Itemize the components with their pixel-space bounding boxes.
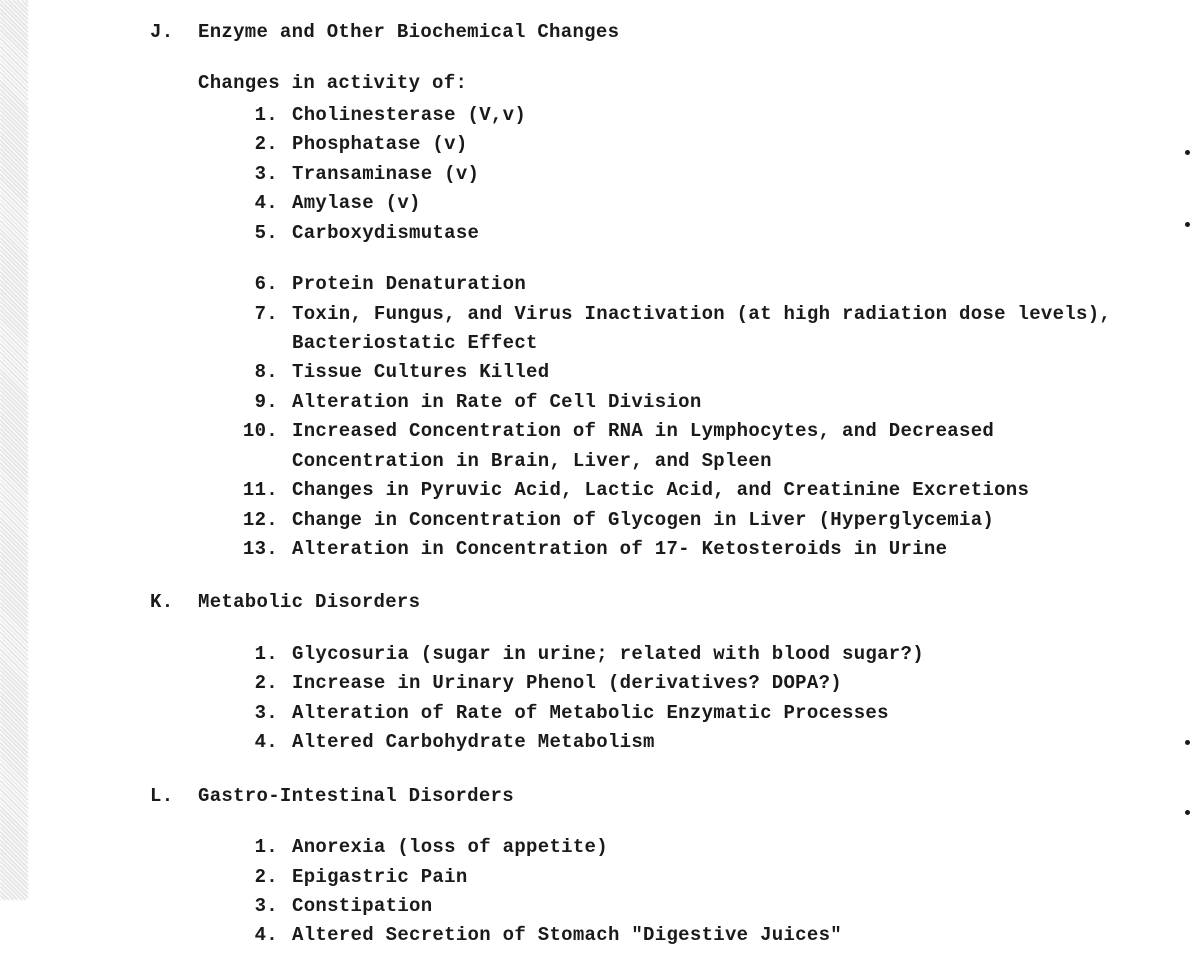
- item-number: 9.: [226, 388, 292, 417]
- list-item: 11.Changes in Pyruvic Acid, Lactic Acid,…: [226, 476, 1170, 505]
- item-number: 8.: [226, 358, 292, 387]
- section-intro: Changes in activity of:: [198, 69, 1170, 98]
- item-number: 12.: [226, 506, 292, 535]
- item-text: Increase in Urinary Phenol (derivatives?…: [292, 669, 1170, 698]
- item-text: Amylase (v): [292, 189, 1170, 218]
- item-text: Change in Concentration of Glycogen in L…: [292, 506, 1170, 535]
- list-item: 1.Cholinesterase (V,v): [226, 101, 1170, 130]
- list-item: 4.Amylase (v): [226, 189, 1170, 218]
- section-k: K. Metabolic Disorders 1.Glycosuria (sug…: [150, 588, 1170, 757]
- list-j-b: 6.Protein Denaturation 7.Toxin, Fungus, …: [226, 270, 1170, 564]
- section-letter: K.: [150, 588, 198, 617]
- list-item: 6.Protein Denaturation: [226, 270, 1170, 299]
- list-item: 1.Anorexia (loss of appetite): [226, 833, 1170, 862]
- item-text: Phosphatase (v): [292, 130, 1170, 159]
- item-number: 3.: [226, 892, 292, 921]
- item-number: 6.: [226, 270, 292, 299]
- item-text: Altered Carbohydrate Metabolism: [292, 728, 1170, 757]
- list-item: 5.Carboxydismutase: [226, 219, 1170, 248]
- list-item: 3.Alteration of Rate of Metabolic Enzyma…: [226, 699, 1170, 728]
- section-title: Gastro-Intestinal Disorders: [198, 782, 514, 811]
- scan-artifact-dot: [1185, 150, 1190, 155]
- item-text: Changes in Pyruvic Acid, Lactic Acid, an…: [292, 476, 1170, 505]
- item-number: 2.: [226, 863, 292, 892]
- list-k: 1.Glycosuria (sugar in urine; related wi…: [226, 640, 1170, 758]
- item-number: 1.: [226, 833, 292, 862]
- item-text: Glycosuria (sugar in urine; related with…: [292, 640, 1170, 669]
- list-item: 3.Transaminase (v): [226, 160, 1170, 189]
- scan-artifact-dot: [1185, 740, 1190, 745]
- item-number: 3.: [226, 160, 292, 189]
- item-text: Tissue Cultures Killed: [292, 358, 1170, 387]
- item-number: 2.: [226, 130, 292, 159]
- scan-artifact-dot: [1185, 810, 1190, 815]
- item-number: 11.: [226, 476, 292, 505]
- scan-artifact-dot: [1185, 222, 1190, 227]
- item-number: 10.: [226, 417, 292, 446]
- list-j-a: 1.Cholinesterase (V,v) 2.Phosphatase (v)…: [226, 101, 1170, 248]
- item-number: 4.: [226, 728, 292, 757]
- item-number: 1.: [226, 640, 292, 669]
- document-page: J. Enzyme and Other Biochemical Changes …: [150, 18, 1170, 975]
- section-heading: J. Enzyme and Other Biochemical Changes: [150, 18, 1170, 47]
- list-item: 10.Increased Concentration of RNA in Lym…: [226, 417, 1170, 476]
- section-letter: J.: [150, 18, 198, 47]
- item-text: Toxin, Fungus, and Virus Inactivation (a…: [292, 300, 1170, 359]
- item-number: 5.: [226, 219, 292, 248]
- item-number: 2.: [226, 669, 292, 698]
- list-item: 2.Phosphatase (v): [226, 130, 1170, 159]
- item-text: Transaminase (v): [292, 160, 1170, 189]
- item-text: Alteration of Rate of Metabolic Enzymati…: [292, 699, 1170, 728]
- item-text: Alteration in Rate of Cell Division: [292, 388, 1170, 417]
- list-item: 1.Glycosuria (sugar in urine; related wi…: [226, 640, 1170, 669]
- item-number: 1.: [226, 101, 292, 130]
- list-item: 9.Alteration in Rate of Cell Division: [226, 388, 1170, 417]
- item-text: Increased Concentration of RNA in Lympho…: [292, 417, 1170, 476]
- section-j: J. Enzyme and Other Biochemical Changes …: [150, 18, 1170, 564]
- list-l: 1.Anorexia (loss of appetite) 2.Epigastr…: [226, 833, 1170, 951]
- section-title: Enzyme and Other Biochemical Changes: [198, 18, 619, 47]
- item-text: Alteration in Concentration of 17- Ketos…: [292, 535, 1170, 564]
- list-item: 2.Epigastric Pain: [226, 863, 1170, 892]
- item-number: 13.: [226, 535, 292, 564]
- item-text: Anorexia (loss of appetite): [292, 833, 1170, 862]
- list-item: 3.Constipation: [226, 892, 1170, 921]
- scan-edge-artifact: [0, 0, 28, 900]
- list-item: 8.Tissue Cultures Killed: [226, 358, 1170, 387]
- section-heading: L. Gastro-Intestinal Disorders: [150, 782, 1170, 811]
- section-letter: L.: [150, 782, 198, 811]
- section-title: Metabolic Disorders: [198, 588, 420, 617]
- item-text: Epigastric Pain: [292, 863, 1170, 892]
- list-item: 4.Altered Secretion of Stomach "Digestiv…: [226, 921, 1170, 950]
- item-text: Altered Secretion of Stomach "Digestive …: [292, 921, 1170, 950]
- list-item: 7.Toxin, Fungus, and Virus Inactivation …: [226, 300, 1170, 359]
- item-number: 7.: [226, 300, 292, 329]
- list-item: 12.Change in Concentration of Glycogen i…: [226, 506, 1170, 535]
- item-text: Protein Denaturation: [292, 270, 1170, 299]
- section-l: L. Gastro-Intestinal Disorders 1.Anorexi…: [150, 782, 1170, 951]
- section-heading: K. Metabolic Disorders: [150, 588, 1170, 617]
- item-number: 4.: [226, 921, 292, 950]
- item-text: Cholinesterase (V,v): [292, 101, 1170, 130]
- list-item: 2.Increase in Urinary Phenol (derivative…: [226, 669, 1170, 698]
- item-number: 4.: [226, 189, 292, 218]
- list-item: 13.Alteration in Concentration of 17- Ke…: [226, 535, 1170, 564]
- item-text: Carboxydismutase: [292, 219, 1170, 248]
- item-text: Constipation: [292, 892, 1170, 921]
- item-number: 3.: [226, 699, 292, 728]
- list-item: 4.Altered Carbohydrate Metabolism: [226, 728, 1170, 757]
